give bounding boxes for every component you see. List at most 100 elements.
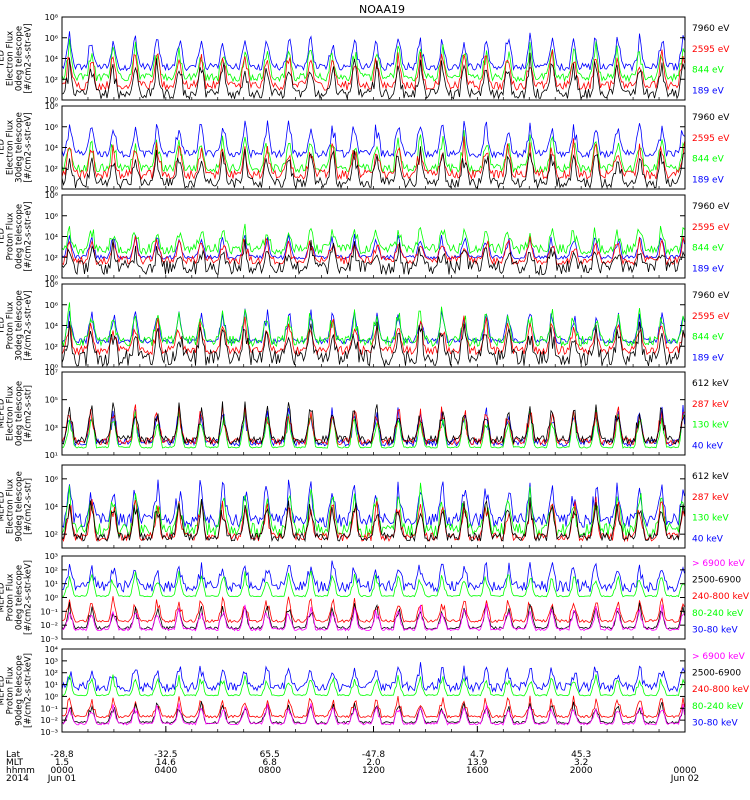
y-tick-label: 10⁰	[45, 363, 58, 372]
legend-item: 80-240 keV	[692, 702, 744, 712]
legend-item: 2595 eV	[692, 45, 730, 55]
legend-item: 2500-6900	[692, 669, 741, 679]
legend-item: 240-800 keV	[692, 685, 750, 695]
y-tick-label: 10⁰	[45, 274, 58, 283]
series-green-trace	[61, 302, 685, 348]
y-tick-label: 10⁶	[45, 475, 58, 484]
y-tick-label: 10⁰	[45, 185, 58, 194]
y-axis-label-line: MEPED	[0, 398, 7, 428]
x-tick-label: 1200	[362, 766, 385, 776]
panel-6: 10² 10⁴ 10⁶ MEPED Electron Flux 90deg telesco…	[0, 464, 729, 549]
series-red-trace	[61, 596, 685, 624]
y-tick-label: 10⁻¹	[40, 704, 58, 713]
y-axis-label: TED Electron Flux 30deg telescope [#/cm2-s-…	[0, 112, 34, 183]
y-axis-label-line: 0deg telescope	[15, 381, 25, 446]
series-red-trace	[61, 49, 685, 92]
y-tick-label: 10²	[45, 253, 58, 262]
y-axis-label-line: Electron Flux	[6, 479, 16, 534]
legend-item: 40 keV	[692, 534, 724, 544]
chart-title: NOAA19	[359, 3, 405, 16]
series-blue-trace	[61, 120, 685, 159]
series-green-trace	[61, 223, 685, 256]
y-tick-label: 10³	[45, 423, 58, 432]
panel-3: 10⁰ 10² 10⁴ 10⁶ 10⁸ TED Proton Flux 0deg telesc…	[0, 191, 730, 283]
x-tick-label: 2000	[570, 766, 593, 776]
x-tick-label: 0400	[154, 766, 177, 776]
legend-item: 240-800 keV	[692, 592, 750, 602]
y-axis-label-line: [#/cm2-s-str-keV]	[24, 653, 34, 728]
panel-2: 10⁰ 10² 10⁴ 10⁶ 10⁸ TED Electron Flux 30deg tel…	[0, 102, 730, 194]
legend-item: 844 eV	[692, 155, 725, 165]
x-tick-label: 2.0	[366, 758, 381, 768]
y-axis-label-line: 30deg telescope	[15, 290, 25, 361]
y-axis-label-line: [#/cm2-s-str-eV]	[24, 201, 34, 271]
legend-item: > 6900 keV	[692, 652, 746, 662]
y-tick-label: 10⁰	[45, 692, 58, 701]
y-tick-label: 10⁸	[45, 280, 58, 289]
legend-item: 7960 eV	[692, 24, 730, 34]
y-tick-label: 10⁶	[45, 123, 58, 132]
y-tick-label: 10⁴	[45, 233, 58, 242]
series-green-trace	[61, 38, 685, 83]
y-tick-label: 10²	[45, 530, 58, 539]
y-axis-label-line: Electron Flux	[6, 120, 16, 175]
legend-item: 189 eV	[692, 175, 725, 185]
y-tick-label: 10⁰	[45, 594, 58, 603]
x-tick-label: -28.8	[50, 750, 74, 760]
y-tick-label: 10⁻²	[40, 621, 58, 630]
y-axis-label: MEPED Proton Flux 90deg telescope [#/cm2-s-…	[0, 653, 34, 728]
y-axis-label: MEPED Electron Flux 90deg telescope [#/cm2-…	[0, 471, 34, 542]
x-row-label: hhmm	[6, 766, 35, 776]
y-tick-label: 10⁻³	[40, 635, 58, 644]
y-axis-label-line: 90deg telescope	[15, 655, 25, 726]
y-axis-label-line: TED	[0, 138, 7, 157]
x-tick-label: 14.6	[156, 758, 176, 768]
y-axis-label-line: Proton Flux	[6, 667, 16, 715]
y-tick-label: 10⁵	[45, 396, 58, 405]
legend-item: 30-80 keV	[692, 625, 738, 635]
legend-item: > 6900 keV	[692, 559, 746, 569]
x-tick-label: 4.7	[470, 750, 484, 760]
legend-item: 40 keV	[692, 441, 724, 451]
series-blue-trace	[61, 31, 685, 72]
y-tick-label: 10²	[45, 75, 58, 84]
y-tick-label: 10²	[45, 342, 58, 351]
series-blue-trace	[61, 662, 685, 693]
y-axis-label-line: Proton Flux	[6, 574, 16, 622]
y-tick-label: 10⁸	[45, 191, 58, 200]
y-tick-label: 10⁷	[45, 368, 58, 377]
x-tick-label: 45.3	[571, 750, 591, 760]
x-tick-label: Jun 01	[47, 774, 76, 784]
series-black-trace	[61, 146, 685, 190]
y-axis-label-line: [#/cm2-s-str]	[24, 478, 34, 535]
series-red-trace	[61, 695, 685, 719]
panel-5: 10¹ 10³ 10⁵ 10⁷ MEPED Electron Flux 0deg teles…	[0, 368, 729, 460]
y-axis-label-line: Electron Flux	[6, 386, 16, 441]
legend-item: 844 eV	[692, 244, 725, 254]
y-axis-label-line: 0deg telescope	[15, 26, 25, 91]
series-green-trace	[61, 409, 685, 449]
y-axis-label-line: 90deg telescope	[15, 471, 25, 542]
series-blue-trace	[61, 233, 685, 261]
legend-item: 612 keV	[692, 472, 729, 482]
y-axis-label-line: MEPED	[0, 675, 7, 705]
y-axis-label-line: 0deg telescope	[15, 204, 25, 269]
legend-item: 189 eV	[692, 353, 725, 363]
series-green-trace	[61, 482, 685, 538]
x-tick-label: Jun 02	[670, 774, 699, 784]
x-tick-label: 13.9	[467, 758, 487, 768]
x-row-label: MLT	[6, 758, 24, 768]
x-row-label: Lat	[6, 750, 21, 760]
x-tick-label: 1.5	[55, 758, 69, 768]
y-axis-label-line: [#/cm2-s-str-eV]	[24, 23, 34, 93]
series-black-trace	[61, 321, 685, 368]
x-row-label: 2014	[6, 774, 29, 784]
y-tick-label: 10⁶	[45, 34, 58, 43]
legend-item: 7960 eV	[692, 113, 730, 123]
legend-item: 7960 eV	[692, 291, 730, 301]
y-tick-label: 10⁶	[45, 212, 58, 221]
y-tick-label: 10³	[45, 657, 58, 666]
legend-item: 130 keV	[692, 421, 729, 431]
